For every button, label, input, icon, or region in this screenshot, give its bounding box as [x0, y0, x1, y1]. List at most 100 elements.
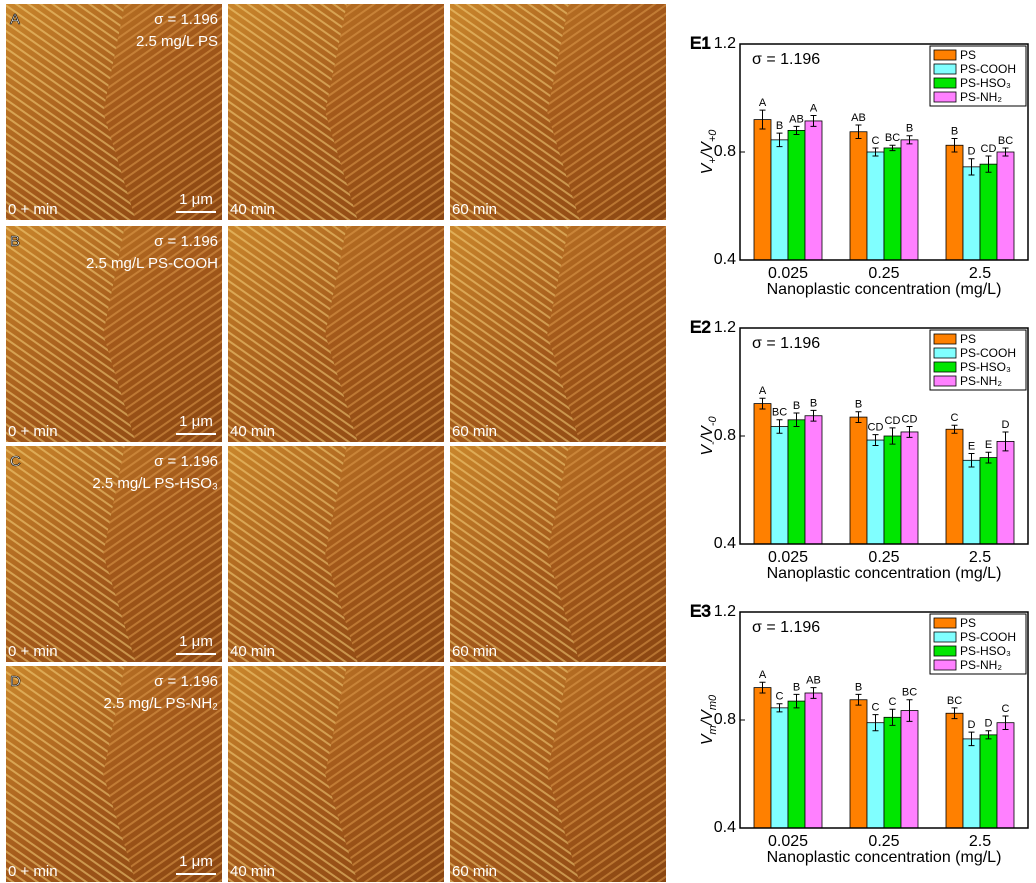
scale-label: 1 μm	[179, 853, 213, 870]
legend-label: PS-COOH	[960, 630, 1016, 644]
bar	[901, 711, 918, 828]
significance-letter: B	[793, 681, 800, 693]
significance-letter: AB	[851, 112, 866, 124]
y-tick-label: 0.4	[714, 251, 736, 268]
bar	[963, 739, 980, 828]
y-axis-label: Vm/Vm0	[699, 694, 719, 745]
significance-letter: D	[968, 719, 976, 731]
legend-label: PS	[960, 616, 976, 630]
legend-swatch	[934, 618, 956, 628]
time-label: 0 + min	[8, 201, 58, 218]
bar	[997, 723, 1014, 828]
significance-letter: E	[985, 439, 992, 451]
time-label: 40 min	[230, 863, 275, 880]
bar	[805, 416, 822, 544]
legend-label: PS	[960, 332, 976, 346]
significance-letter: BC	[998, 135, 1013, 147]
y-label-part: /V	[699, 425, 716, 442]
significance-letter: A	[759, 385, 767, 397]
bar	[754, 404, 771, 544]
bar	[946, 145, 963, 260]
legend-swatch	[934, 64, 956, 74]
bar	[901, 140, 918, 260]
sample-label: 2.5 mg/L PS-COOH	[86, 255, 218, 272]
sample-label: 2.5 mg/L PS-NH₂	[104, 695, 219, 712]
panel-label: E1	[690, 33, 711, 52]
x-axis-label: Nanoplastic concentration (mg/L)	[767, 565, 1002, 582]
panel-label: E3	[690, 601, 711, 620]
significance-letter: AB	[806, 675, 821, 687]
annotation: σ = 1.196	[752, 619, 820, 636]
x-tick-label: 2.5	[969, 265, 991, 282]
time-label: 60 min	[452, 423, 497, 440]
sample-label: 2.5 mg/L PS	[136, 33, 218, 50]
bar	[884, 436, 901, 544]
legend-label: PS-HSO₃	[960, 360, 1011, 374]
significance-letter: C	[1002, 703, 1010, 715]
bar	[850, 417, 867, 544]
legend-swatch	[934, 348, 956, 358]
bar	[788, 701, 805, 828]
significance-letter: D	[968, 146, 976, 158]
x-tick-label: 0.25	[868, 549, 899, 566]
significance-letter: C	[776, 691, 784, 703]
time-label: 60 min	[452, 863, 497, 880]
bar	[867, 152, 884, 260]
significance-letter: AB	[789, 113, 804, 125]
significance-letter: BC	[772, 407, 787, 419]
x-tick-label: 0.25	[868, 265, 899, 282]
bar	[754, 120, 771, 260]
significance-letter: B	[855, 681, 862, 693]
time-label: 0 + min	[8, 863, 58, 880]
x-tick-label: 2.5	[969, 549, 991, 566]
sigma-label: σ = 1.196	[154, 453, 218, 470]
significance-letter: D	[1002, 419, 1010, 431]
bar	[754, 688, 771, 828]
annotation: σ = 1.196	[752, 51, 820, 68]
significance-letter: BC	[885, 132, 900, 144]
x-axis-label: Nanoplastic concentration (mg/L)	[767, 281, 1002, 298]
significance-letter: CD	[868, 422, 884, 434]
significance-letter: D	[985, 718, 993, 730]
significance-letter: E	[968, 440, 975, 452]
bar	[901, 432, 918, 544]
sigma-label: σ = 1.196	[154, 233, 218, 250]
legend-label: PS-COOH	[960, 346, 1016, 360]
significance-letter: A	[759, 97, 767, 109]
x-tick-label: 2.5	[969, 833, 991, 850]
legend-label: PS-COOH	[960, 62, 1016, 76]
y-label-part: m0	[707, 694, 719, 710]
bar	[980, 164, 997, 260]
legend-swatch	[934, 646, 956, 656]
y-label-part: /V	[699, 141, 716, 158]
bar	[850, 132, 867, 260]
legend-swatch	[934, 632, 956, 642]
significance-letter: B	[951, 125, 958, 137]
significance-letter: A	[759, 669, 767, 681]
significance-letter: BC	[947, 695, 962, 707]
y-tick-label: 0.4	[714, 819, 736, 836]
significance-letter: B	[855, 399, 862, 411]
scale-label: 1 μm	[179, 633, 213, 650]
sigma-label: σ = 1.196	[154, 11, 218, 28]
significance-letter: CD	[981, 143, 997, 155]
y-label-part: -0	[707, 415, 719, 426]
sigma-label: σ = 1.196	[154, 673, 218, 690]
time-label: 40 min	[230, 423, 275, 440]
significance-letter: C	[872, 135, 880, 147]
bar	[867, 723, 884, 828]
y-axis-label: V+/V+0	[699, 129, 719, 175]
bar	[850, 700, 867, 828]
legend-swatch	[934, 334, 956, 344]
y-tick-label: 1.2	[714, 319, 736, 336]
significance-letter: B	[810, 397, 817, 409]
bar	[771, 427, 788, 544]
sample-label: 2.5 mg/L PS-HSO₃	[92, 475, 218, 492]
panel-label: C	[10, 453, 21, 470]
y-label-part: m	[707, 725, 719, 734]
legend-swatch	[934, 362, 956, 372]
legend-swatch	[934, 92, 956, 102]
significance-letter: B	[906, 123, 913, 135]
legend-label: PS-NH₂	[960, 90, 1002, 104]
bar	[997, 152, 1014, 260]
